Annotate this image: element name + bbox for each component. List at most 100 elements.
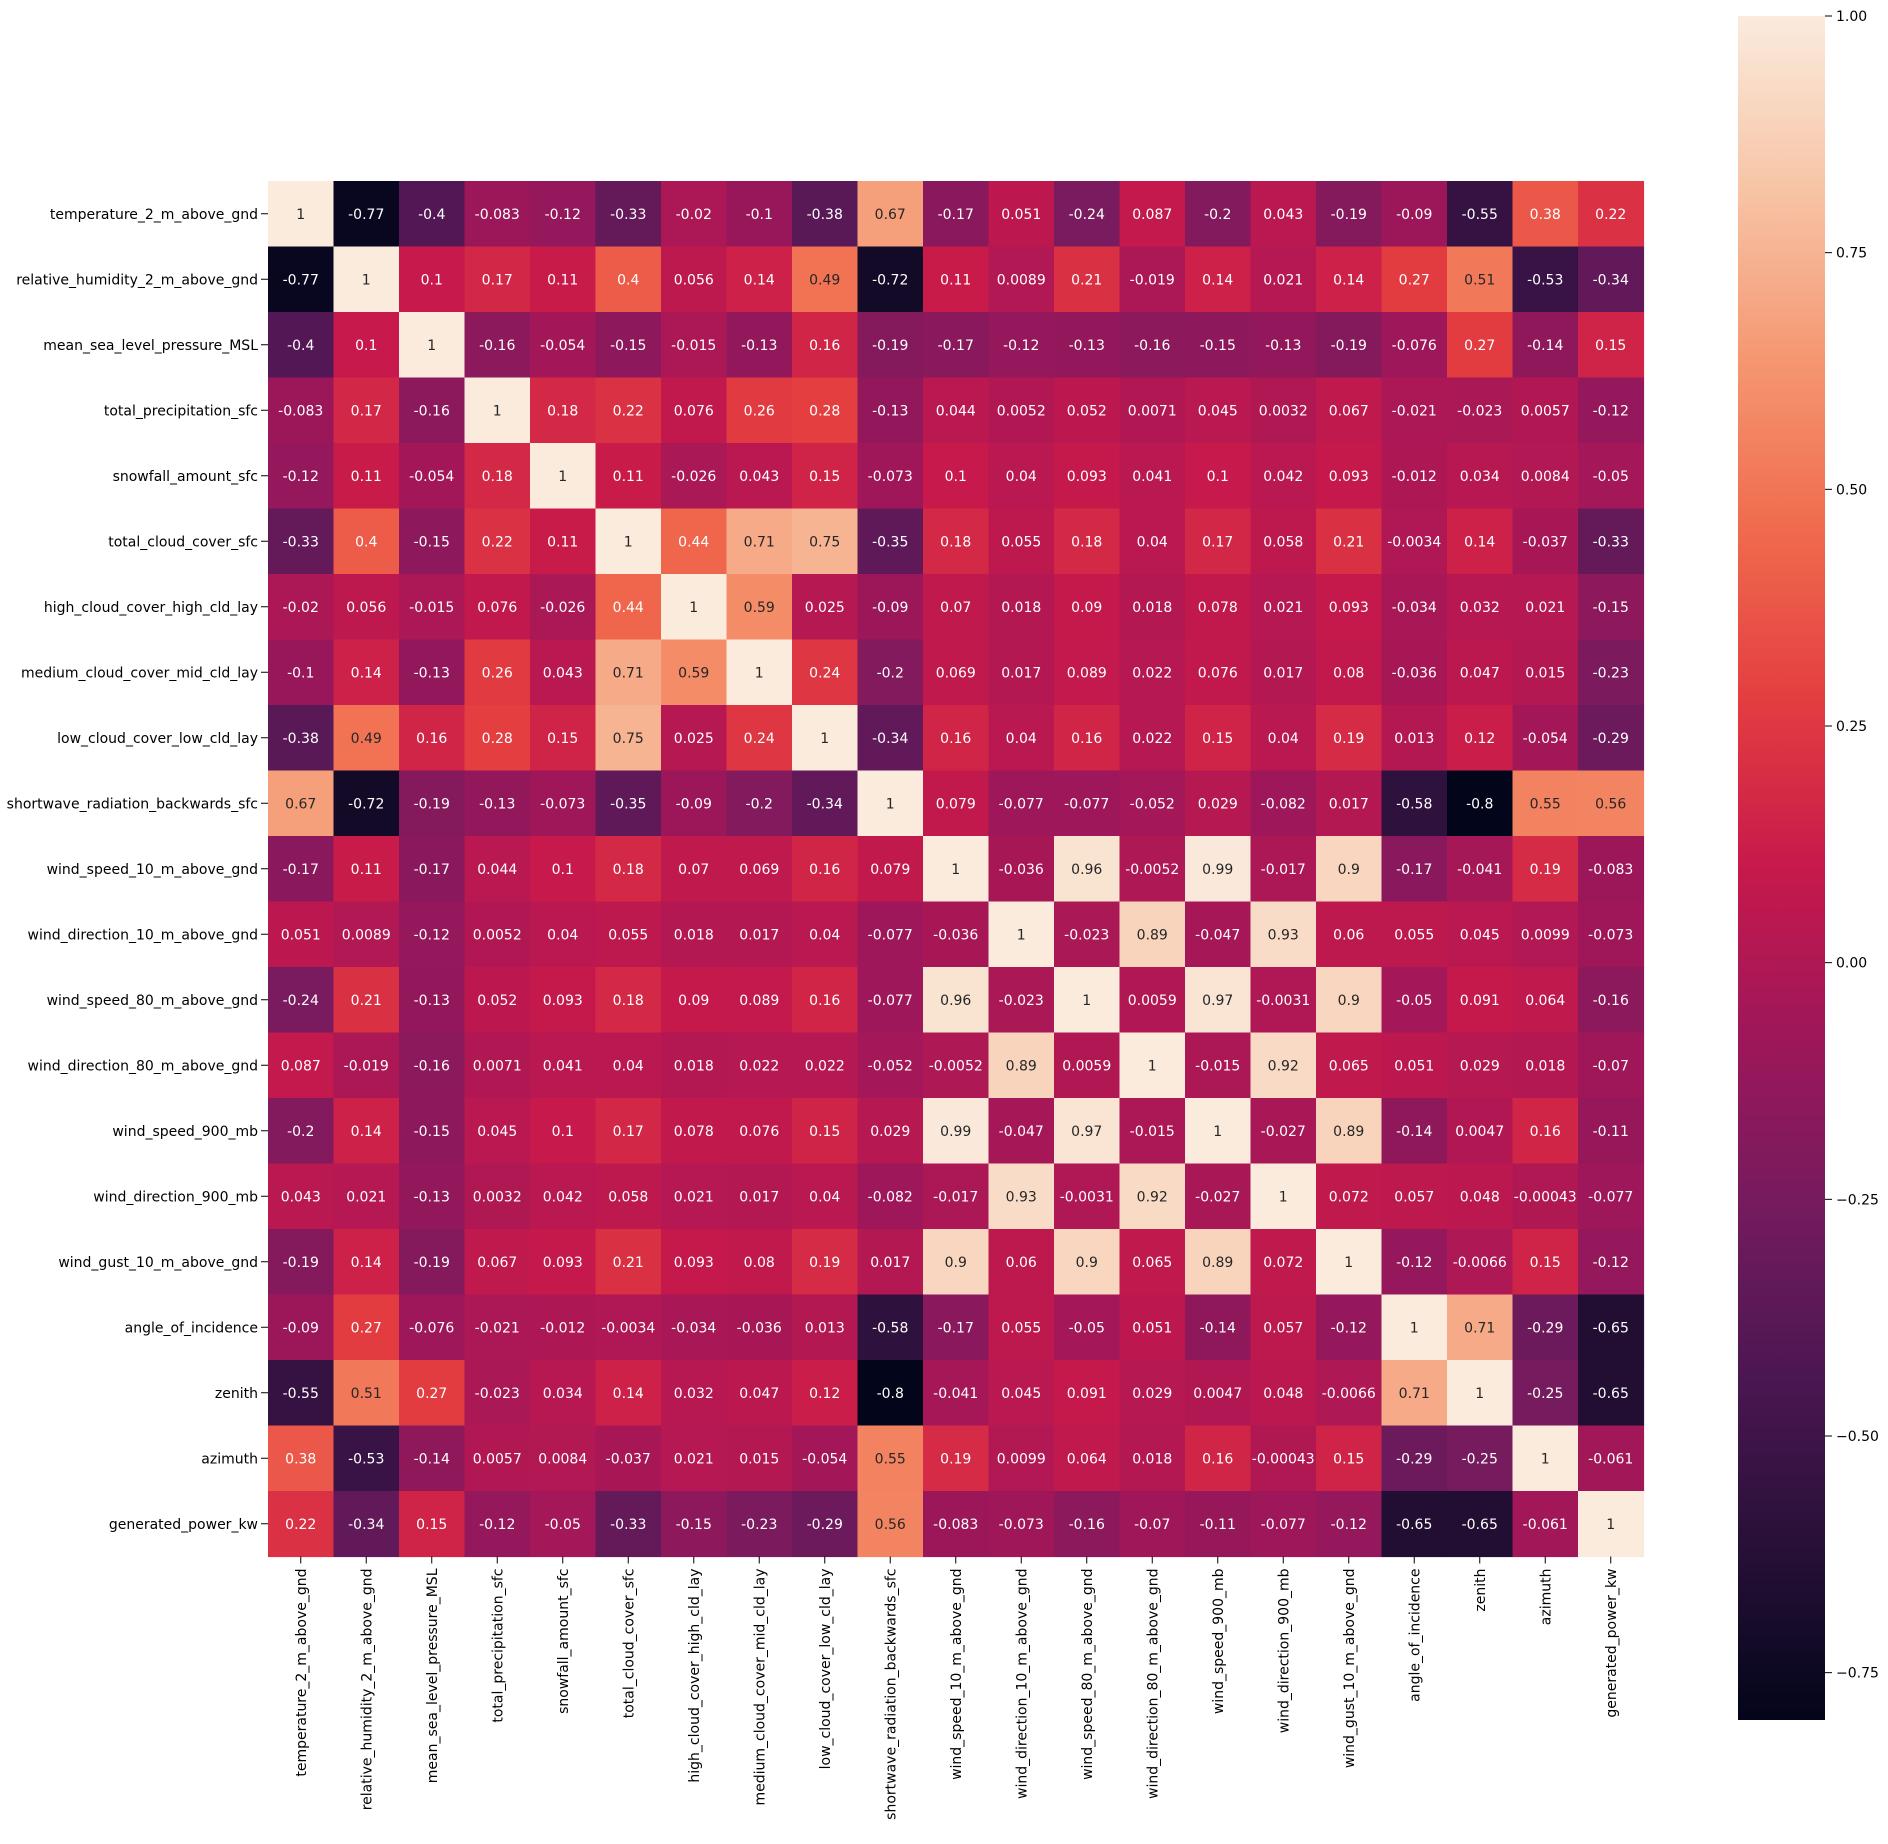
heatmap-cell: [399, 377, 466, 444]
cell-value-label: 1: [1279, 1189, 1288, 1205]
cell-value-label: 0.018: [674, 1058, 714, 1074]
heatmap-cell: [333, 574, 400, 641]
x-tick-label: low_cloud_cover_low_cld_lay: [818, 1569, 834, 1770]
cell-value-label: 0.076: [739, 1124, 779, 1140]
heatmap-cell: [988, 1360, 1055, 1427]
heatmap-cell: [1512, 1360, 1579, 1427]
heatmap-cell: [1578, 770, 1645, 837]
cell-value-label: -0.076: [409, 1320, 454, 1336]
heatmap-cell: [464, 246, 531, 313]
cell-value-label: 0.21: [351, 993, 382, 1009]
cell-value-label: -0.019: [1130, 272, 1175, 288]
cell-value-label: -0.34: [1593, 272, 1629, 288]
heatmap-cell: [1119, 181, 1186, 248]
heatmap-cell: [1119, 1032, 1186, 1099]
cell-value-label: -0.077: [868, 993, 913, 1009]
heatmap-cell: [1512, 770, 1579, 837]
cell-value-label: 0.22: [613, 403, 644, 419]
cell-value-label: -0.12: [1396, 1255, 1432, 1271]
cell-value-label: -0.026: [540, 600, 585, 616]
heatmap-cell: [857, 770, 924, 837]
cell-value-label: 0.034: [1460, 469, 1500, 485]
heatmap-cell: [1578, 181, 1645, 248]
heatmap-cell: [464, 1098, 531, 1165]
heatmap-cell: [530, 639, 597, 706]
cell-value-label: 1: [820, 731, 829, 747]
heatmap-cell: [268, 639, 335, 706]
heatmap-cell: [268, 377, 335, 444]
heatmap-cell: [726, 770, 793, 837]
y-tick-label: wind_speed_900_mb: [112, 1124, 258, 1140]
heatmap-cell: [333, 377, 400, 444]
heatmap-cell: [923, 967, 990, 1034]
cell-value-label: 0.079: [870, 862, 910, 878]
heatmap-cell: [988, 836, 1055, 903]
heatmap-cell: [661, 639, 728, 706]
heatmap-cell: [1054, 1491, 1121, 1558]
cell-value-label: 0.27: [1399, 272, 1430, 288]
y-tick-label: angle_of_incidence: [125, 1320, 258, 1336]
heatmap-cell: [530, 1098, 597, 1165]
heatmap-cell: [1447, 967, 1514, 1034]
heatmap-cell: [726, 901, 793, 968]
cell-value-label: -0.023: [999, 993, 1044, 1009]
cell-value-label: 1: [1606, 1517, 1615, 1533]
cell-value-label: -0.34: [348, 1517, 384, 1533]
heatmap-cell: [1512, 1425, 1579, 1492]
cell-value-label: 0.28: [482, 731, 513, 747]
cell-value-label: -0.1: [746, 207, 773, 223]
cell-value-label: 0.14: [613, 1386, 644, 1402]
heatmap-cell: [595, 246, 662, 313]
cell-value-label: 0.71: [1399, 1386, 1430, 1402]
cell-value-label: -0.55: [1462, 207, 1498, 223]
heatmap-cell: [268, 770, 335, 837]
cell-value-label: 0.065: [1329, 1058, 1369, 1074]
x-tick-label: generated_power_kw: [1604, 1569, 1620, 1718]
cell-value-label: 0.99: [940, 1124, 971, 1140]
heatmap-cell: [1381, 639, 1448, 706]
cell-value-label: -0.015: [1195, 1058, 1240, 1074]
heatmap-cell: [333, 1098, 400, 1165]
cell-value-label: -0.036: [999, 862, 1044, 878]
heatmap-cell: [595, 508, 662, 575]
heatmap-cell: [1316, 1098, 1383, 1165]
x-tick-label: angle_of_incidence: [1407, 1569, 1423, 1702]
cell-value-label: -0.07: [1593, 1058, 1629, 1074]
cell-value-label: -0.25: [1462, 1451, 1498, 1467]
cell-value-label: 0.043: [543, 665, 583, 681]
heatmap-cell: [857, 1491, 924, 1558]
cell-value-label: -0.052: [868, 1058, 913, 1074]
heatmap-cell: [399, 1229, 466, 1296]
cell-value-label: 0.047: [1460, 665, 1500, 681]
cell-value-label: -0.012: [1392, 469, 1437, 485]
heatmap-cell: [857, 1229, 924, 1296]
cell-value-label: 0.15: [547, 731, 578, 747]
heatmap-cell: [268, 312, 335, 379]
heatmap-cell: [726, 377, 793, 444]
heatmap-cell: [399, 901, 466, 968]
heatmap-cell: [792, 574, 859, 641]
cell-value-label: 0.89: [1137, 927, 1168, 943]
cell-value-label: 0.047: [739, 1386, 779, 1402]
cell-value-label: -0.05: [545, 1517, 581, 1533]
heatmap-cell: [661, 312, 728, 379]
cell-value-label: -0.05: [1396, 993, 1432, 1009]
heatmap-cell: [857, 1032, 924, 1099]
heatmap-cell: [857, 901, 924, 968]
cell-value-label: 0.0052: [997, 403, 1046, 419]
cell-value-label: -0.17: [938, 207, 974, 223]
cell-value-label: 0.0057: [473, 1451, 522, 1467]
cell-value-label: 1: [427, 338, 436, 354]
cell-value-label: 0.058: [1263, 534, 1303, 550]
heatmap-cell: [1381, 1229, 1448, 1296]
y-tick-label: wind_direction_900_mb: [93, 1189, 258, 1205]
cell-value-label: 0.18: [1071, 534, 1102, 550]
cell-value-label: 0.042: [543, 1189, 583, 1205]
heatmap-cell: [988, 901, 1055, 968]
heatmap-cell: [661, 705, 728, 772]
cell-value-label: -0.12: [1331, 1320, 1367, 1336]
cell-value-label: 0.17: [351, 403, 382, 419]
cell-value-label: 0.38: [1530, 207, 1561, 223]
heatmap-cell: [1185, 1491, 1252, 1558]
x-tick-label: wind_direction_10_m_above_gnd: [1014, 1569, 1030, 1799]
